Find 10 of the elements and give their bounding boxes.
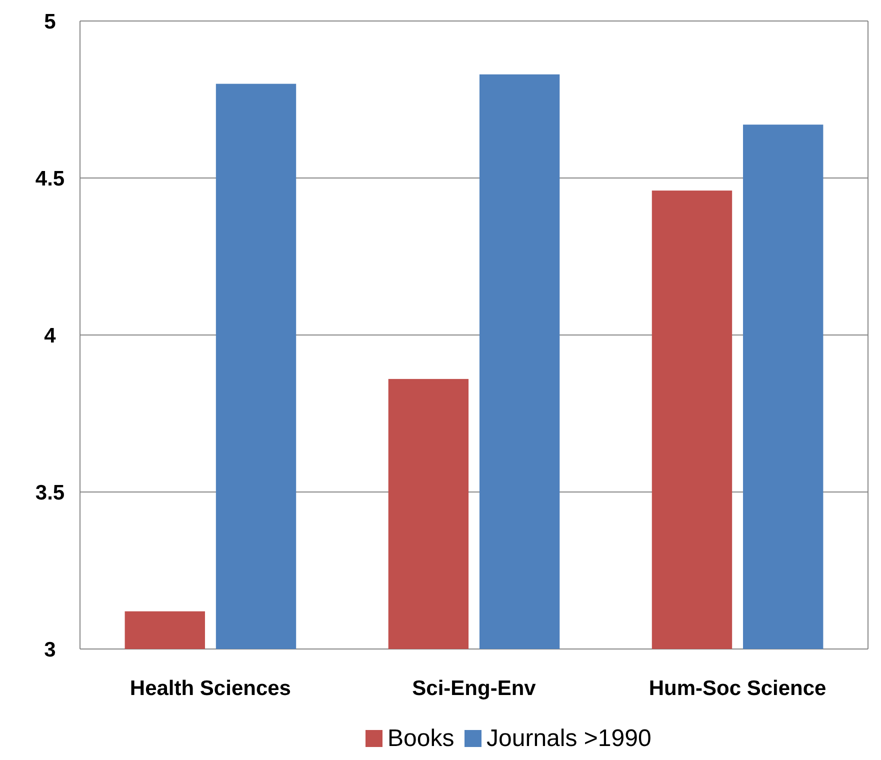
x-tick-label: Hum-Soc Science [648, 677, 826, 700]
y-tick-label: 4.5 [35, 167, 65, 190]
y-tick-label: 3 [44, 638, 56, 662]
legend-label: Books [388, 725, 454, 752]
y-tick-label: 3.5 [35, 481, 65, 504]
x-tick-label: Health Sciences [130, 677, 291, 700]
x-tick-label: Sci-Eng-Env [412, 677, 536, 700]
y-tick-label: 4 [44, 324, 56, 348]
legend-label: Journals >1990 [486, 725, 652, 752]
y-tick-label: 5 [44, 10, 56, 34]
